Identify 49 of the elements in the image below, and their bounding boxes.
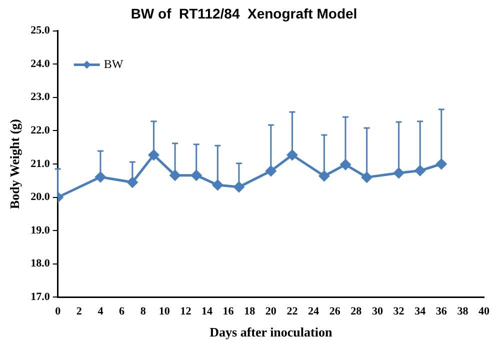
x-tick-label: 26 <box>329 306 341 318</box>
x-axis-title: Days after inoculation <box>210 324 333 340</box>
x-tick-label: 40 <box>478 306 490 318</box>
point <box>234 182 244 192</box>
x-tick-label: 12 <box>180 306 192 318</box>
y-tick-label: 23.0 <box>30 91 50 104</box>
x-tick-label: 20 <box>265 306 277 318</box>
point <box>362 172 372 183</box>
x-tick-label: 34 <box>414 306 426 318</box>
point <box>95 172 106 182</box>
x-tick-label: 10 <box>158 306 170 318</box>
x-tick-label: 16 <box>222 306 234 318</box>
x-tick-label: 0 <box>55 306 62 318</box>
y-tick-label: 20.0 <box>30 191 50 204</box>
point <box>340 159 351 170</box>
x-tick-label: 24 <box>308 306 320 318</box>
x-tick-label: 4 <box>98 306 104 318</box>
x-tick-label: 28 <box>350 306 362 318</box>
point <box>266 166 276 176</box>
point <box>414 165 426 176</box>
point <box>318 170 330 182</box>
legend-label: BW <box>104 56 124 71</box>
x-tick-label: 32 <box>393 306 405 318</box>
point <box>394 168 404 178</box>
y-tick-label: 25.0 <box>30 24 50 37</box>
y-tick-label: 18.0 <box>30 258 50 270</box>
y-tick-label: 17.0 <box>30 291 50 304</box>
x-tick-label: 6 <box>119 306 126 318</box>
point <box>148 150 159 160</box>
y-tick-label: 22.0 <box>30 124 50 137</box>
point <box>170 170 180 181</box>
point <box>286 150 298 160</box>
x-tick-label: 22 <box>286 306 298 318</box>
x-tick-label: 18 <box>244 306 256 318</box>
point <box>436 158 447 170</box>
x-tick-label: 14 <box>202 306 214 318</box>
x-tick-label: 2 <box>76 306 82 318</box>
x-tick-label: 30 <box>372 306 384 318</box>
y-tick-label: 21.0 <box>30 158 50 170</box>
point <box>127 177 138 188</box>
point <box>191 170 202 181</box>
x-tick-label: 38 <box>457 306 469 318</box>
x-tick-label: 36 <box>436 306 448 318</box>
point <box>212 180 223 190</box>
x-tick-label: 8 <box>140 306 146 318</box>
y-tick-label: 19.0 <box>30 224 50 236</box>
y-axis-title: Body Weight (g) <box>7 118 22 210</box>
chart-title: BW of RT112/84 Xenograft Model <box>130 5 358 22</box>
y-tick-label: 24.0 <box>30 58 50 70</box>
